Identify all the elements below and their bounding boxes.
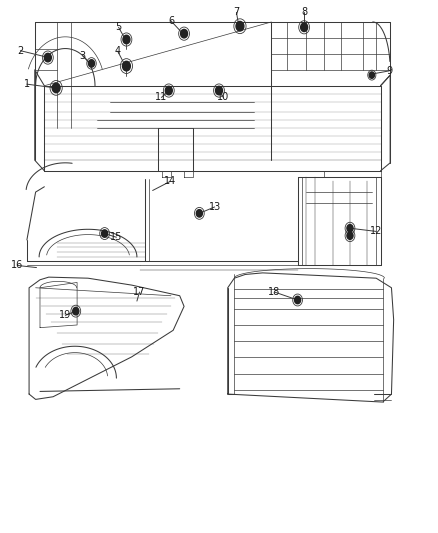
Circle shape [300, 23, 307, 31]
Text: 12: 12 [370, 227, 382, 237]
Text: 17: 17 [133, 287, 146, 297]
Circle shape [347, 224, 353, 232]
Text: 8: 8 [301, 7, 307, 18]
Text: 19: 19 [59, 310, 71, 320]
Text: 5: 5 [116, 22, 122, 33]
Text: 13: 13 [208, 202, 221, 212]
Circle shape [294, 296, 300, 304]
Text: 15: 15 [110, 232, 123, 243]
Circle shape [123, 61, 131, 71]
Text: 14: 14 [164, 176, 176, 187]
Circle shape [347, 232, 353, 239]
Text: 9: 9 [386, 66, 392, 76]
Text: 7: 7 [233, 7, 240, 18]
Text: 4: 4 [115, 46, 121, 56]
Text: 18: 18 [268, 287, 281, 297]
Text: 10: 10 [217, 92, 230, 102]
Circle shape [52, 83, 60, 93]
Text: 16: 16 [11, 261, 23, 270]
Circle shape [236, 21, 244, 31]
Text: 3: 3 [80, 51, 86, 61]
Circle shape [88, 60, 95, 67]
Circle shape [180, 29, 187, 38]
Circle shape [123, 35, 130, 44]
Circle shape [165, 86, 172, 95]
Circle shape [196, 209, 202, 217]
Circle shape [215, 86, 223, 95]
Text: 2: 2 [17, 46, 24, 55]
Text: 11: 11 [155, 92, 167, 102]
Circle shape [44, 53, 51, 62]
Text: 1: 1 [24, 79, 30, 89]
Circle shape [73, 308, 79, 315]
Text: 6: 6 [168, 16, 174, 26]
Circle shape [102, 230, 108, 237]
Circle shape [369, 72, 374, 78]
